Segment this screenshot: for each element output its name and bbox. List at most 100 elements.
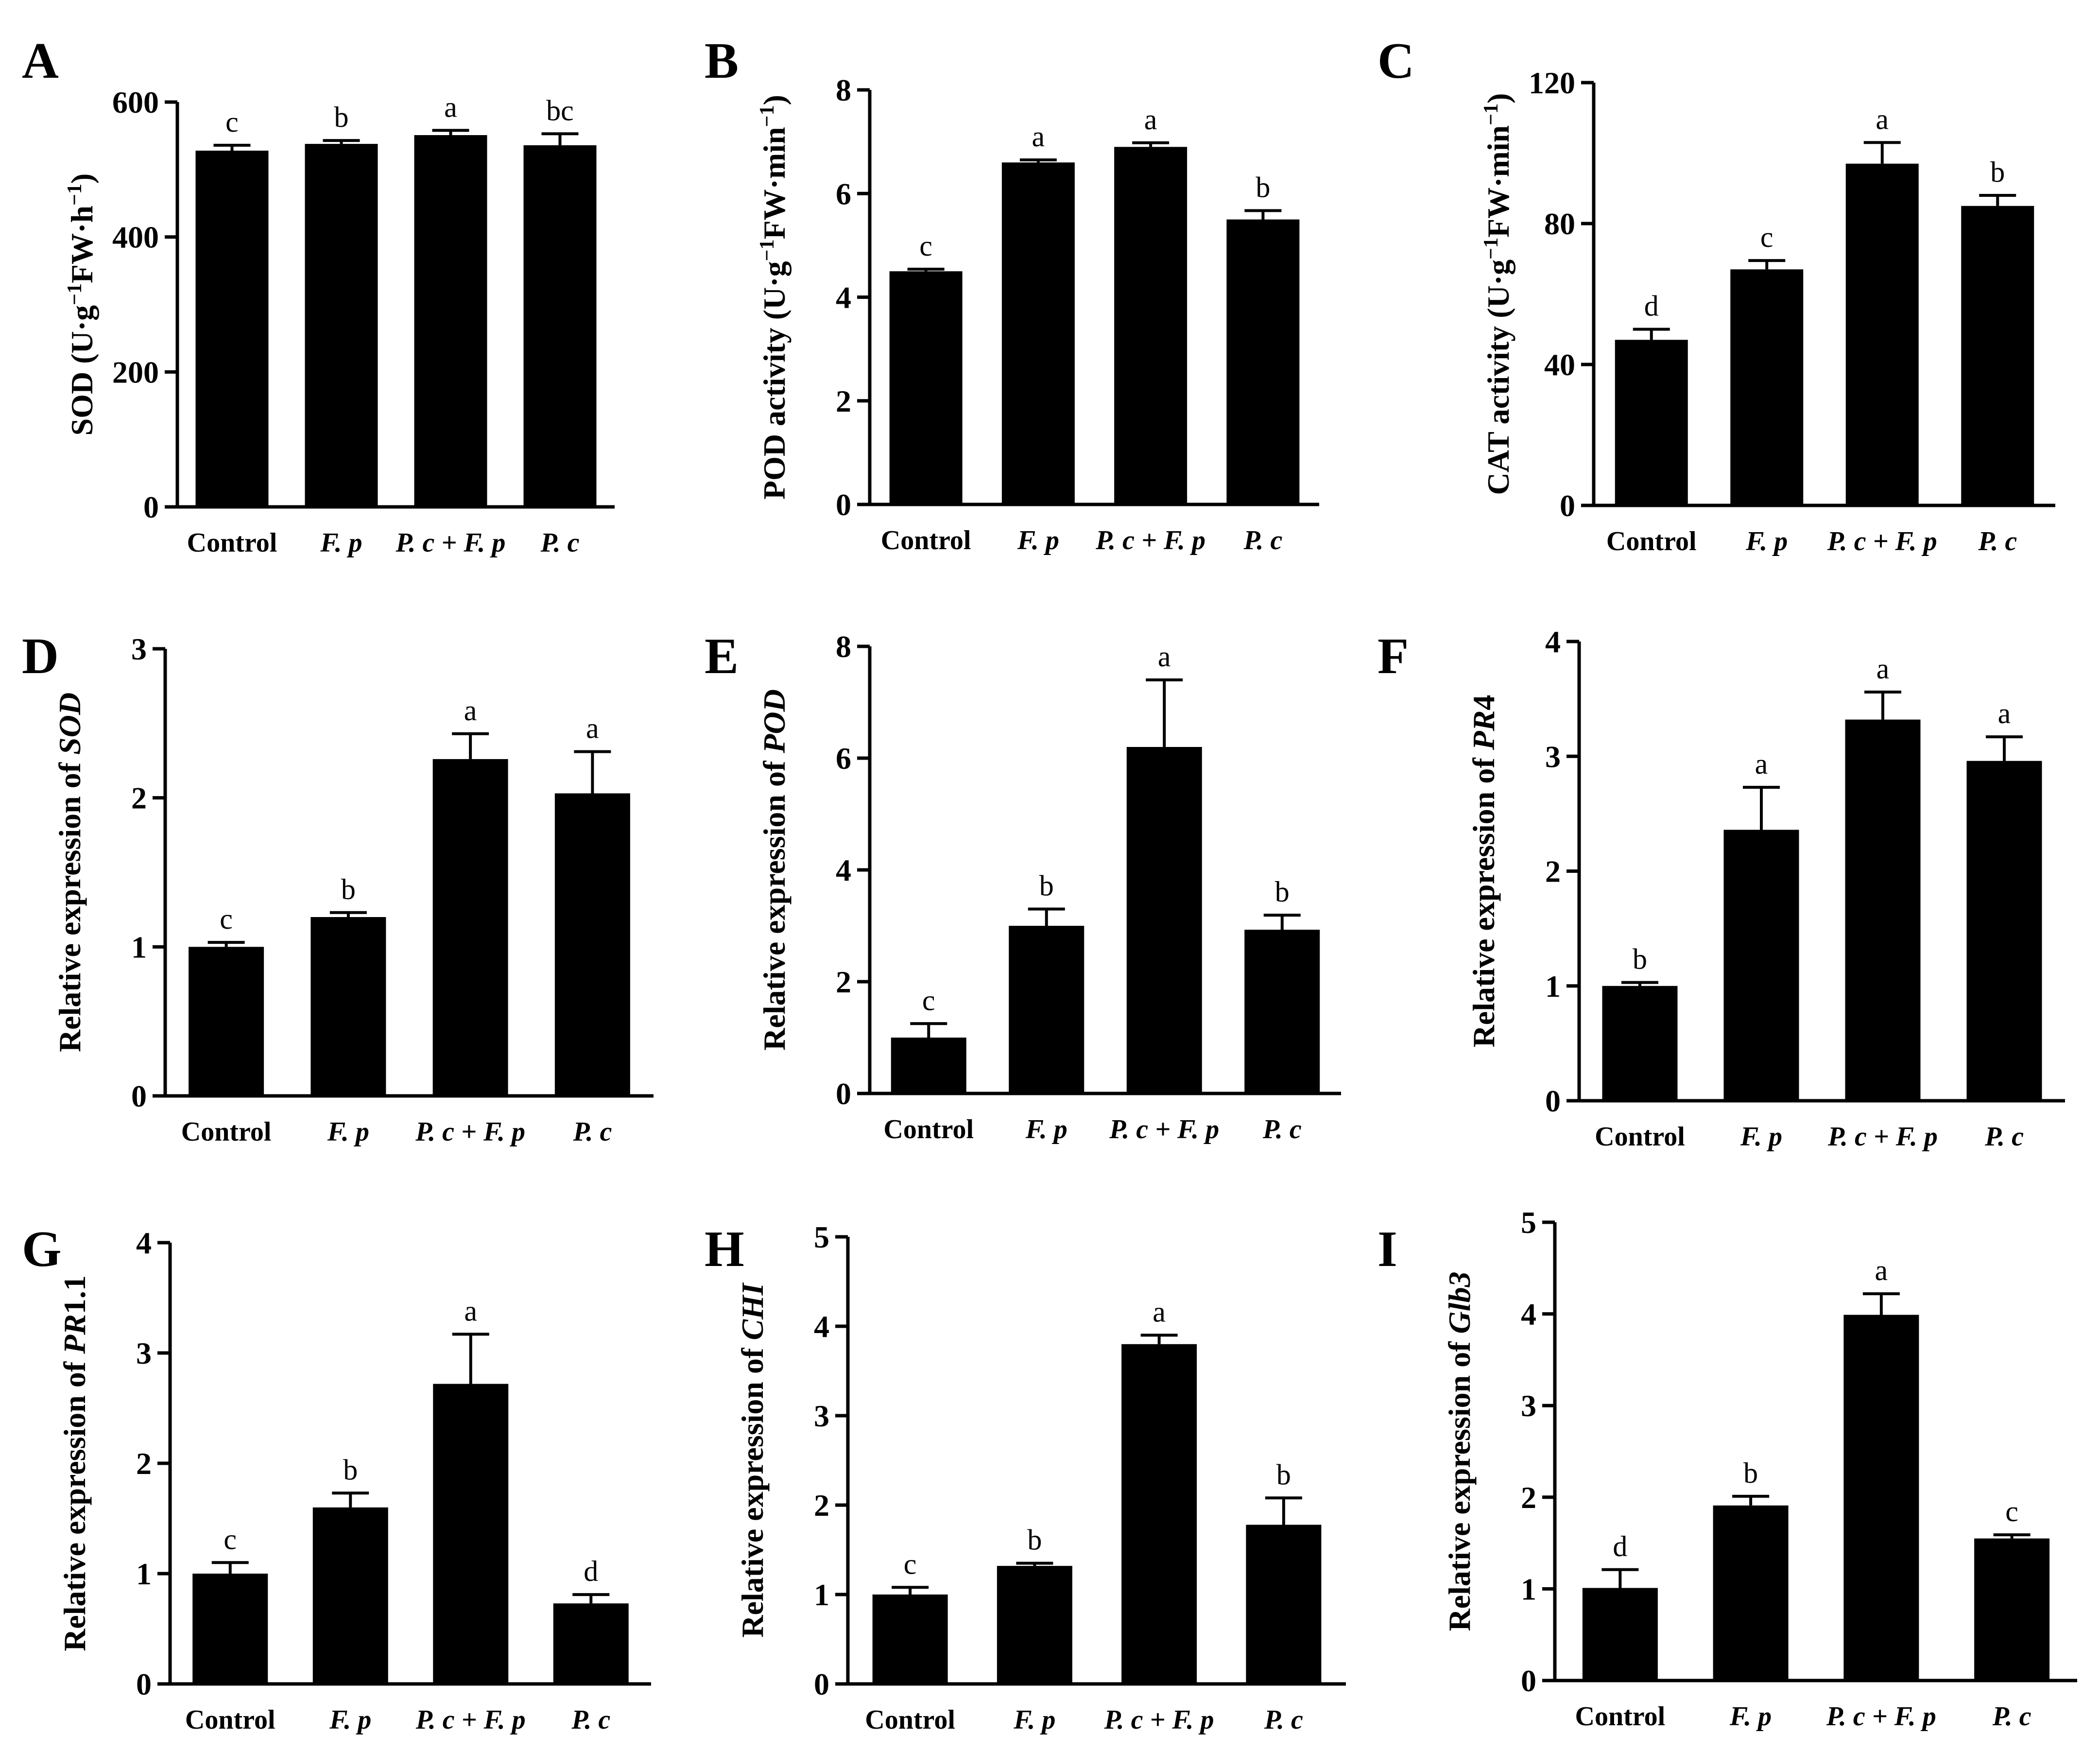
y-tick-label-g: 1	[136, 1557, 152, 1591]
bar-d-3	[432, 759, 508, 1096]
sig-letter-a-2: b	[334, 101, 349, 133]
bar-e-1	[891, 1038, 966, 1093]
category-label-e-2: F. p	[1025, 1114, 1067, 1144]
category-label-c-4: P. c	[1978, 526, 2017, 556]
panel-g: G 0 1 2 3 4 Relative expression of PR1.1 c Contr…	[22, 1220, 651, 1735]
bar-d-2	[310, 917, 386, 1096]
y-tick-label-a: 0	[143, 490, 159, 524]
y-tick-label-i: 0	[1521, 1664, 1536, 1698]
panel-letter-i: I	[1377, 1220, 1397, 1277]
bar-c-3	[1845, 163, 1919, 505]
y-tick-label-h: 0	[814, 1667, 829, 1701]
category-label-d-1: Control	[181, 1117, 272, 1147]
category-label-i-4: P. c	[1992, 1701, 2031, 1732]
y-axis-label-f: Relative expression of PR4	[1466, 695, 1501, 1048]
y-tick-label-e: 8	[836, 629, 851, 664]
sig-letter-i-3: a	[1875, 1254, 1888, 1286]
category-label-f-1: Control	[1595, 1122, 1685, 1152]
category-label-g-2: F. p	[329, 1705, 371, 1735]
sig-letter-a-4: bc	[546, 94, 574, 126]
y-tick-label-f: 3	[1545, 739, 1561, 774]
category-label-e-1: Control	[883, 1114, 974, 1144]
sig-letter-d-1: c	[220, 903, 233, 935]
panel-letter-b: B	[705, 32, 739, 89]
category-label-d-3: P. c + F. p	[415, 1117, 525, 1147]
sig-letter-f-2: a	[1755, 748, 1768, 780]
bar-g-1	[192, 1574, 268, 1684]
y-tick-label-d: 2	[131, 781, 147, 815]
y-tick-label-h: 2	[814, 1488, 829, 1523]
y-tick-label-b: 8	[836, 73, 851, 107]
category-label-e-4: P. c	[1262, 1114, 1302, 1144]
y-axis-label-a: SOD (U·g−1FW·h−1)	[64, 173, 99, 436]
bar-b-4	[1226, 219, 1300, 504]
y-tick-label-d: 1	[131, 930, 147, 964]
y-tick-label-b: 0	[836, 487, 851, 522]
sig-letter-h-4: b	[1276, 1458, 1291, 1491]
sig-letter-f-1: b	[1633, 943, 1647, 975]
y-tick-label-d: 3	[131, 632, 147, 666]
bar-f-2	[1723, 830, 1799, 1101]
bar-b-2	[1001, 162, 1075, 504]
y-tick-label-c: 80	[1544, 207, 1575, 241]
sig-letter-g-1: c	[224, 1523, 237, 1555]
bar-a-3	[414, 135, 487, 507]
category-label-g-1: Control	[185, 1705, 275, 1735]
category-label-h-3: P. c + F. p	[1104, 1705, 1214, 1735]
y-tick-label-d: 0	[131, 1079, 147, 1113]
panel-e: E 0 2 4 6 8 Relative expression of POD c Control…	[705, 627, 1341, 1144]
y-tick-label-a: 400	[112, 220, 159, 255]
sig-letter-e-3: a	[1158, 641, 1171, 673]
y-tick-label-g: 2	[136, 1446, 152, 1481]
sig-letter-c-1: d	[1644, 290, 1659, 322]
sig-letter-h-3: a	[1153, 1296, 1166, 1328]
panel-i: I 0 1 2 3 4 5 Relative expression of Glb3 d Contr…	[1377, 1205, 2077, 1732]
sig-letter-b-4: b	[1256, 171, 1270, 203]
y-tick-label-i: 2	[1521, 1480, 1536, 1515]
y-axis-label-d: Relative expression of SOD	[52, 693, 87, 1052]
sig-letter-b-2: a	[1032, 121, 1045, 153]
panel-letter-f: F	[1377, 627, 1409, 684]
y-tick-label-h: 5	[814, 1220, 829, 1254]
panel-letter-a: A	[22, 32, 59, 89]
panel-letter-d: D	[22, 627, 59, 684]
y-tick-label-h: 4	[814, 1309, 829, 1344]
panel-d: D 0 1 2 3 Relative expression of SOD c Control b…	[22, 627, 654, 1147]
sig-letter-c-3: a	[1876, 103, 1889, 135]
category-label-c-3: P. c + F. p	[1827, 526, 1937, 556]
bar-a-2	[305, 144, 378, 507]
category-label-d-2: F. p	[327, 1117, 369, 1147]
y-tick-label-i: 4	[1521, 1297, 1536, 1332]
bar-g-3	[433, 1384, 509, 1684]
panel-h: H 0 1 2 3 4 5 Relative expression of CHI c Contro…	[705, 1220, 1346, 1735]
sig-letter-e-2: b	[1039, 870, 1054, 902]
bar-i-2	[1713, 1505, 1789, 1681]
y-tick-label-f: 2	[1545, 854, 1561, 889]
panel-letter-c: C	[1377, 32, 1414, 89]
panel-letter-g: G	[22, 1220, 62, 1277]
bar-i-1	[1582, 1588, 1658, 1681]
y-tick-label-h: 3	[814, 1399, 829, 1433]
category-label-f-2: F. p	[1740, 1122, 1782, 1152]
y-tick-label-a: 600	[112, 85, 159, 120]
sig-letter-c-4: b	[1990, 156, 2005, 188]
bar-e-2	[1009, 926, 1084, 1093]
category-label-a-3: P. c + F. p	[396, 528, 506, 558]
category-label-a-2: F. p	[320, 528, 362, 558]
category-label-c-1: Control	[1606, 526, 1697, 556]
sig-letter-f-4: a	[1998, 697, 2011, 729]
y-tick-label-b: 4	[836, 280, 851, 315]
category-label-h-2: F. p	[1013, 1705, 1055, 1735]
y-tick-label-e: 2	[836, 965, 851, 999]
sig-letter-b-1: c	[919, 230, 932, 262]
bar-c-2	[1730, 269, 1804, 505]
sig-letter-f-3: a	[1876, 653, 1890, 685]
panel-letter-h: H	[705, 1220, 744, 1277]
sig-letter-i-4: c	[2005, 1495, 2018, 1527]
y-axis-label-g: Relative expression of PR1.1	[57, 1275, 92, 1651]
sig-letter-b-3: a	[1144, 104, 1157, 136]
category-label-g-4: P. c	[571, 1705, 610, 1735]
y-tick-label-f: 1	[1545, 969, 1561, 1004]
category-label-h-4: P. c	[1264, 1705, 1303, 1735]
